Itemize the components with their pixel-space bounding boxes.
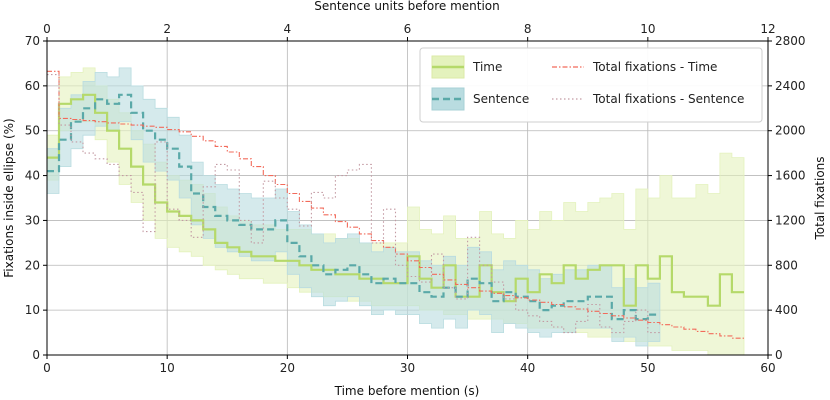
- tick-label-bottom: 50: [640, 361, 655, 375]
- axes: 0 10 20 30 40 50 600 2 4 6 8 10 12010203040506070040…: [25, 22, 806, 375]
- tick-label-right: 400: [775, 303, 798, 317]
- tick-label-left: 60: [25, 79, 40, 93]
- tick-label-right: 2400: [775, 79, 806, 93]
- bottom-axis-title: Time before mention (s): [334, 384, 480, 398]
- tick-label-right: 1600: [775, 169, 806, 183]
- band-sentence: [46, 67, 661, 347]
- legend: Time Sentence Total fixations - Time Tot…: [419, 47, 763, 123]
- legend-label-total-sentence: Total fixations - Sentence: [592, 92, 744, 106]
- tick-label-top: 4: [284, 22, 292, 36]
- tick-label-top: 0: [43, 22, 51, 36]
- tick-label-top: 12: [760, 22, 775, 36]
- tick-label-right: 800: [775, 258, 798, 272]
- tick-label-left: 70: [25, 34, 40, 48]
- tick-label-bottom: 20: [280, 361, 295, 375]
- right-axis-title: Total fixations: [813, 156, 827, 240]
- top-axis-title: Sentence units before mention: [314, 0, 500, 13]
- tick-label-top: 2: [163, 22, 171, 36]
- legend-label-total-time: Total fixations - Time: [592, 60, 717, 74]
- tick-label-bottom: 10: [160, 361, 175, 375]
- legend-box: [419, 47, 763, 123]
- series-line-sentence: [47, 93, 660, 321]
- series-line-total-sentence: [47, 74, 660, 334]
- series-lines: [47, 70, 744, 339]
- tick-label-left: 30: [25, 213, 40, 227]
- tick-label-left: 40: [25, 169, 40, 183]
- left-axis-title: Fixations inside ellipse (%): [2, 118, 16, 277]
- legend-label-time: Time: [472, 60, 502, 74]
- tick-label-right: 0: [775, 348, 783, 362]
- tick-label-left: 20: [25, 258, 40, 272]
- tick-label-top: 8: [524, 22, 532, 36]
- tick-label-top: 6: [404, 22, 412, 36]
- tick-label-right: 2000: [775, 124, 806, 138]
- tick-label-bottom: 60: [760, 361, 775, 375]
- tick-label-bottom: 0: [43, 361, 51, 375]
- tick-label-left: 50: [25, 124, 40, 138]
- legend-label-sentence: Sentence: [473, 92, 529, 106]
- series-line-total-time: [47, 70, 744, 339]
- tick-label-top: 10: [640, 22, 655, 36]
- tick-label-bottom: 30: [400, 361, 415, 375]
- tick-label-right: 1200: [775, 213, 806, 227]
- tick-label-left: 10: [25, 303, 40, 317]
- tick-label-bottom: 40: [520, 361, 535, 375]
- tick-label-right: 2800: [775, 34, 806, 48]
- tick-label-left: 0: [32, 348, 40, 362]
